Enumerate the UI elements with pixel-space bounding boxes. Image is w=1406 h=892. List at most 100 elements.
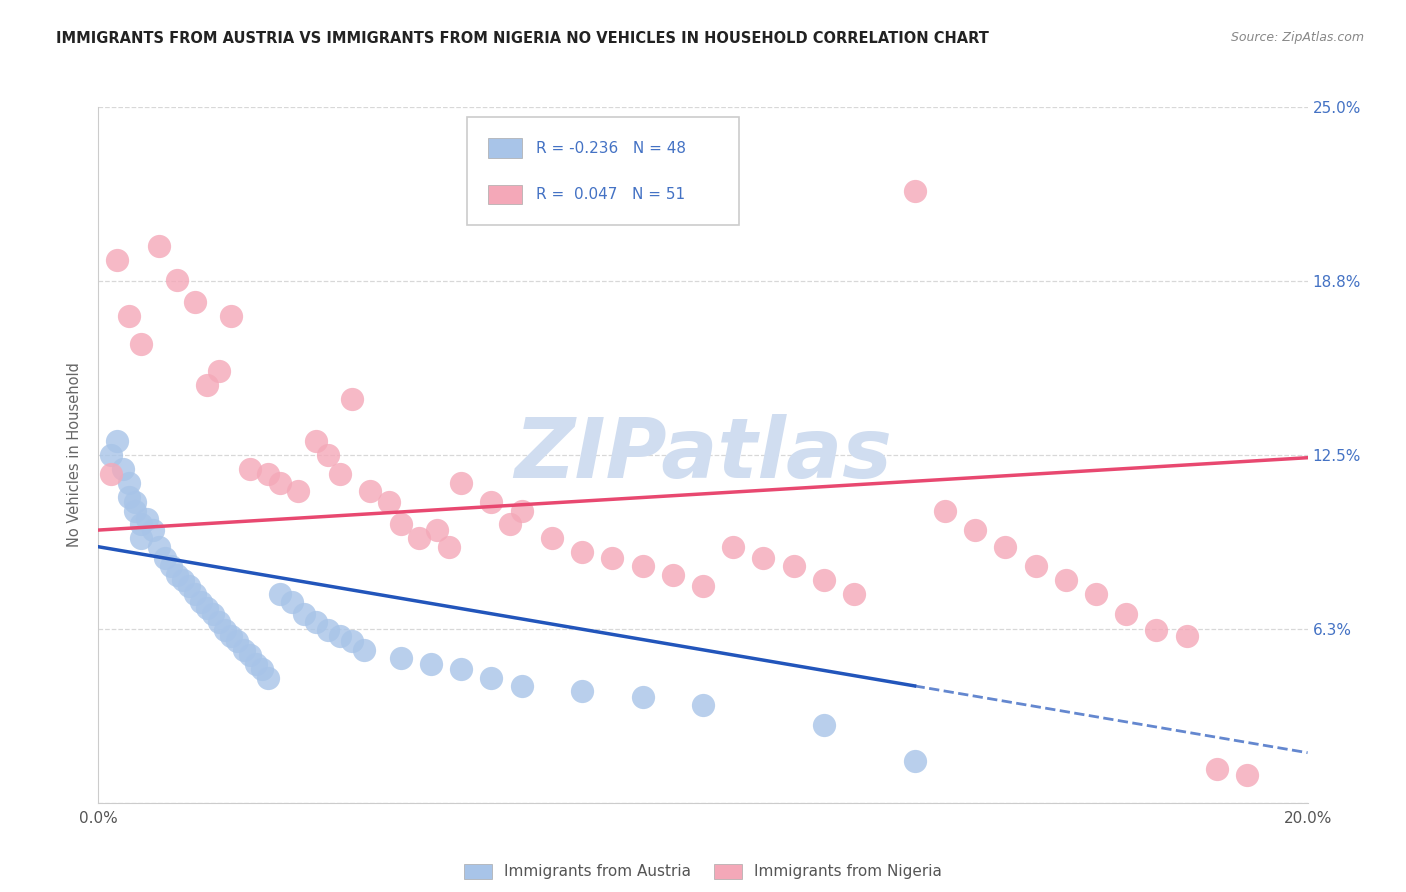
Point — [752, 550, 775, 565]
Point — [498, 517, 520, 532]
Point — [214, 624, 236, 638]
Point — [813, 718, 835, 732]
Text: R = -0.236   N = 48: R = -0.236 N = 48 — [536, 141, 686, 155]
Point — [420, 657, 443, 671]
Point — [269, 587, 291, 601]
Point — [195, 378, 218, 392]
Point — [692, 579, 714, 593]
Point — [844, 587, 866, 601]
Point — [281, 595, 304, 609]
Point — [135, 512, 157, 526]
Point — [118, 309, 141, 323]
Point — [1115, 607, 1137, 621]
Point — [1144, 624, 1167, 638]
Point — [571, 684, 593, 698]
Point — [602, 550, 624, 565]
Point — [540, 532, 562, 546]
Text: IMMIGRANTS FROM AUSTRIA VS IMMIGRANTS FROM NIGERIA NO VEHICLES IN HOUSEHOLD CORR: IMMIGRANTS FROM AUSTRIA VS IMMIGRANTS FR… — [56, 31, 988, 46]
Point — [965, 523, 987, 537]
Point — [269, 475, 291, 490]
Point — [692, 698, 714, 713]
Point — [184, 587, 207, 601]
Point — [232, 642, 254, 657]
Point — [142, 523, 165, 537]
Text: R =  0.047   N = 51: R = 0.047 N = 51 — [536, 187, 685, 202]
Point — [329, 467, 352, 482]
Point — [129, 517, 152, 532]
Point — [100, 448, 122, 462]
Point — [1024, 559, 1046, 574]
Point — [124, 495, 146, 509]
Point — [316, 448, 339, 462]
Point — [118, 475, 141, 490]
Point — [148, 540, 170, 554]
FancyBboxPatch shape — [488, 185, 522, 204]
Point — [129, 532, 152, 546]
Point — [305, 615, 328, 629]
Point — [631, 559, 654, 574]
Point — [813, 573, 835, 587]
Point — [1206, 763, 1229, 777]
Point — [1085, 587, 1108, 601]
Point — [256, 467, 278, 482]
Point — [287, 484, 309, 499]
Point — [195, 601, 218, 615]
Point — [994, 540, 1017, 554]
Point — [166, 567, 188, 582]
FancyBboxPatch shape — [488, 138, 522, 158]
Text: Source: ZipAtlas.com: Source: ZipAtlas.com — [1230, 31, 1364, 45]
Text: ZIPatlas: ZIPatlas — [515, 415, 891, 495]
Point — [208, 364, 231, 378]
Point — [437, 540, 460, 554]
Point — [129, 336, 152, 351]
Point — [239, 462, 262, 476]
Point — [105, 434, 128, 448]
Point — [292, 607, 315, 621]
Point — [153, 550, 176, 565]
Point — [342, 392, 364, 407]
Point — [256, 671, 278, 685]
Point — [1236, 768, 1258, 782]
Point — [662, 567, 685, 582]
Point — [631, 690, 654, 704]
Point — [904, 184, 927, 198]
Point — [450, 662, 472, 676]
Point — [377, 495, 399, 509]
Point — [342, 634, 364, 648]
Point — [166, 272, 188, 286]
Point — [408, 532, 430, 546]
Point — [179, 579, 201, 593]
Point — [1054, 573, 1077, 587]
Point — [221, 309, 243, 323]
Point — [208, 615, 231, 629]
Point — [172, 573, 194, 587]
FancyBboxPatch shape — [467, 118, 740, 226]
Point — [100, 467, 122, 482]
Y-axis label: No Vehicles in Household: No Vehicles in Household — [67, 362, 83, 548]
Point — [353, 642, 375, 657]
Point — [226, 634, 249, 648]
Point — [510, 679, 533, 693]
Point — [105, 253, 128, 268]
Point — [305, 434, 328, 448]
Point — [184, 294, 207, 309]
Point — [481, 671, 503, 685]
Point — [160, 559, 183, 574]
Legend: Immigrants from Austria, Immigrants from Nigeria: Immigrants from Austria, Immigrants from… — [458, 857, 948, 886]
Point — [783, 559, 806, 574]
Point — [389, 517, 412, 532]
Point — [426, 523, 449, 537]
Point — [202, 607, 225, 621]
Point — [124, 503, 146, 517]
Point — [316, 624, 339, 638]
Point — [571, 545, 593, 559]
Point — [360, 484, 382, 499]
Point — [250, 662, 273, 676]
Point — [239, 648, 262, 663]
Point — [221, 629, 243, 643]
Point — [148, 239, 170, 253]
Point — [450, 475, 472, 490]
Point — [118, 490, 141, 504]
Point — [934, 503, 956, 517]
Point — [1175, 629, 1198, 643]
